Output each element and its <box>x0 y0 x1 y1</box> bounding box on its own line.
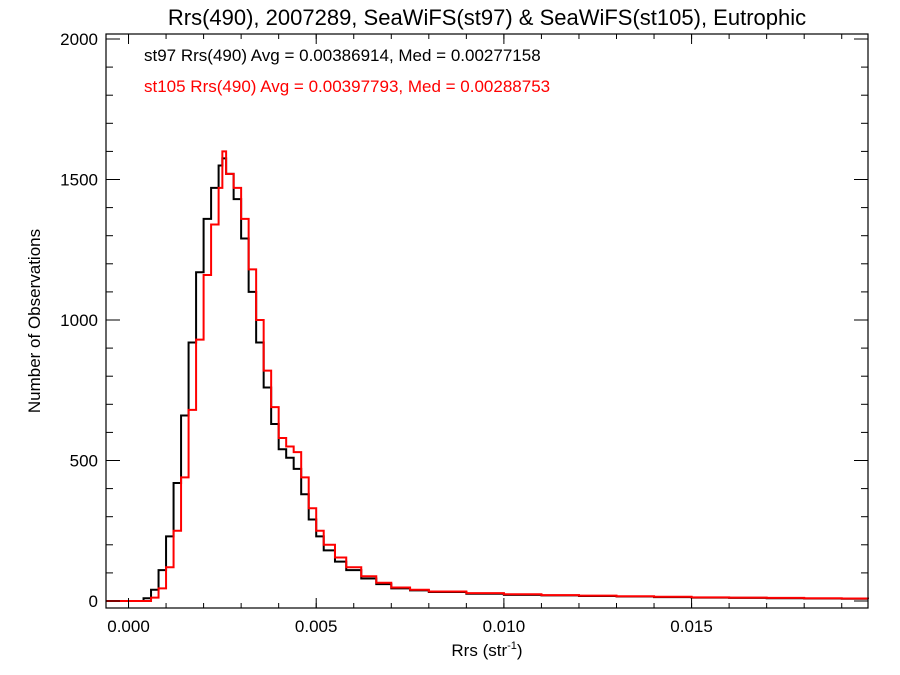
x-tick-label: 0.000 <box>107 617 150 636</box>
y-axis-label: Number of Observations <box>25 229 44 413</box>
legend: st97 Rrs(490) Avg = 0.00386914, Med = 0.… <box>144 46 550 96</box>
x-axis-label-close: ) <box>517 641 523 660</box>
series-st105-line <box>106 150 869 602</box>
plot-frame <box>105 33 869 609</box>
y-tick-label: 500 <box>70 452 98 471</box>
series-layer <box>106 150 869 602</box>
x-axis-label-main: Rrs (str <box>451 641 507 660</box>
legend-entry-st105: st105 Rrs(490) Avg = 0.00397793, Med = 0… <box>144 77 550 96</box>
legend-entry-st97: st97 Rrs(490) Avg = 0.00386914, Med = 0.… <box>144 46 541 65</box>
chart-title: Rrs(490), 2007289, SeaWiFS(st97) & SeaWi… <box>168 5 806 30</box>
x-tick-label: 0.005 <box>295 617 338 636</box>
y-tick-label: 1500 <box>60 171 98 190</box>
y-tick-label: 2000 <box>60 30 98 49</box>
plot-area: 0.000 0.005 0.010 0.015 0 500 1000 1500 2000 <box>60 30 869 636</box>
y-tick-label: 0 <box>89 592 98 611</box>
x-axis-label-superscript: -1 <box>507 640 517 652</box>
tick-layer: 0.000 0.005 0.010 0.015 0 500 1000 1500 2000 <box>60 30 868 636</box>
series-st97-line <box>106 157 869 602</box>
x-axis-label: Rrs (str-1) <box>451 640 522 660</box>
x-tick-label: 0.015 <box>670 617 713 636</box>
y-tick-label: 1000 <box>60 311 98 330</box>
x-tick-label: 0.010 <box>483 617 526 636</box>
